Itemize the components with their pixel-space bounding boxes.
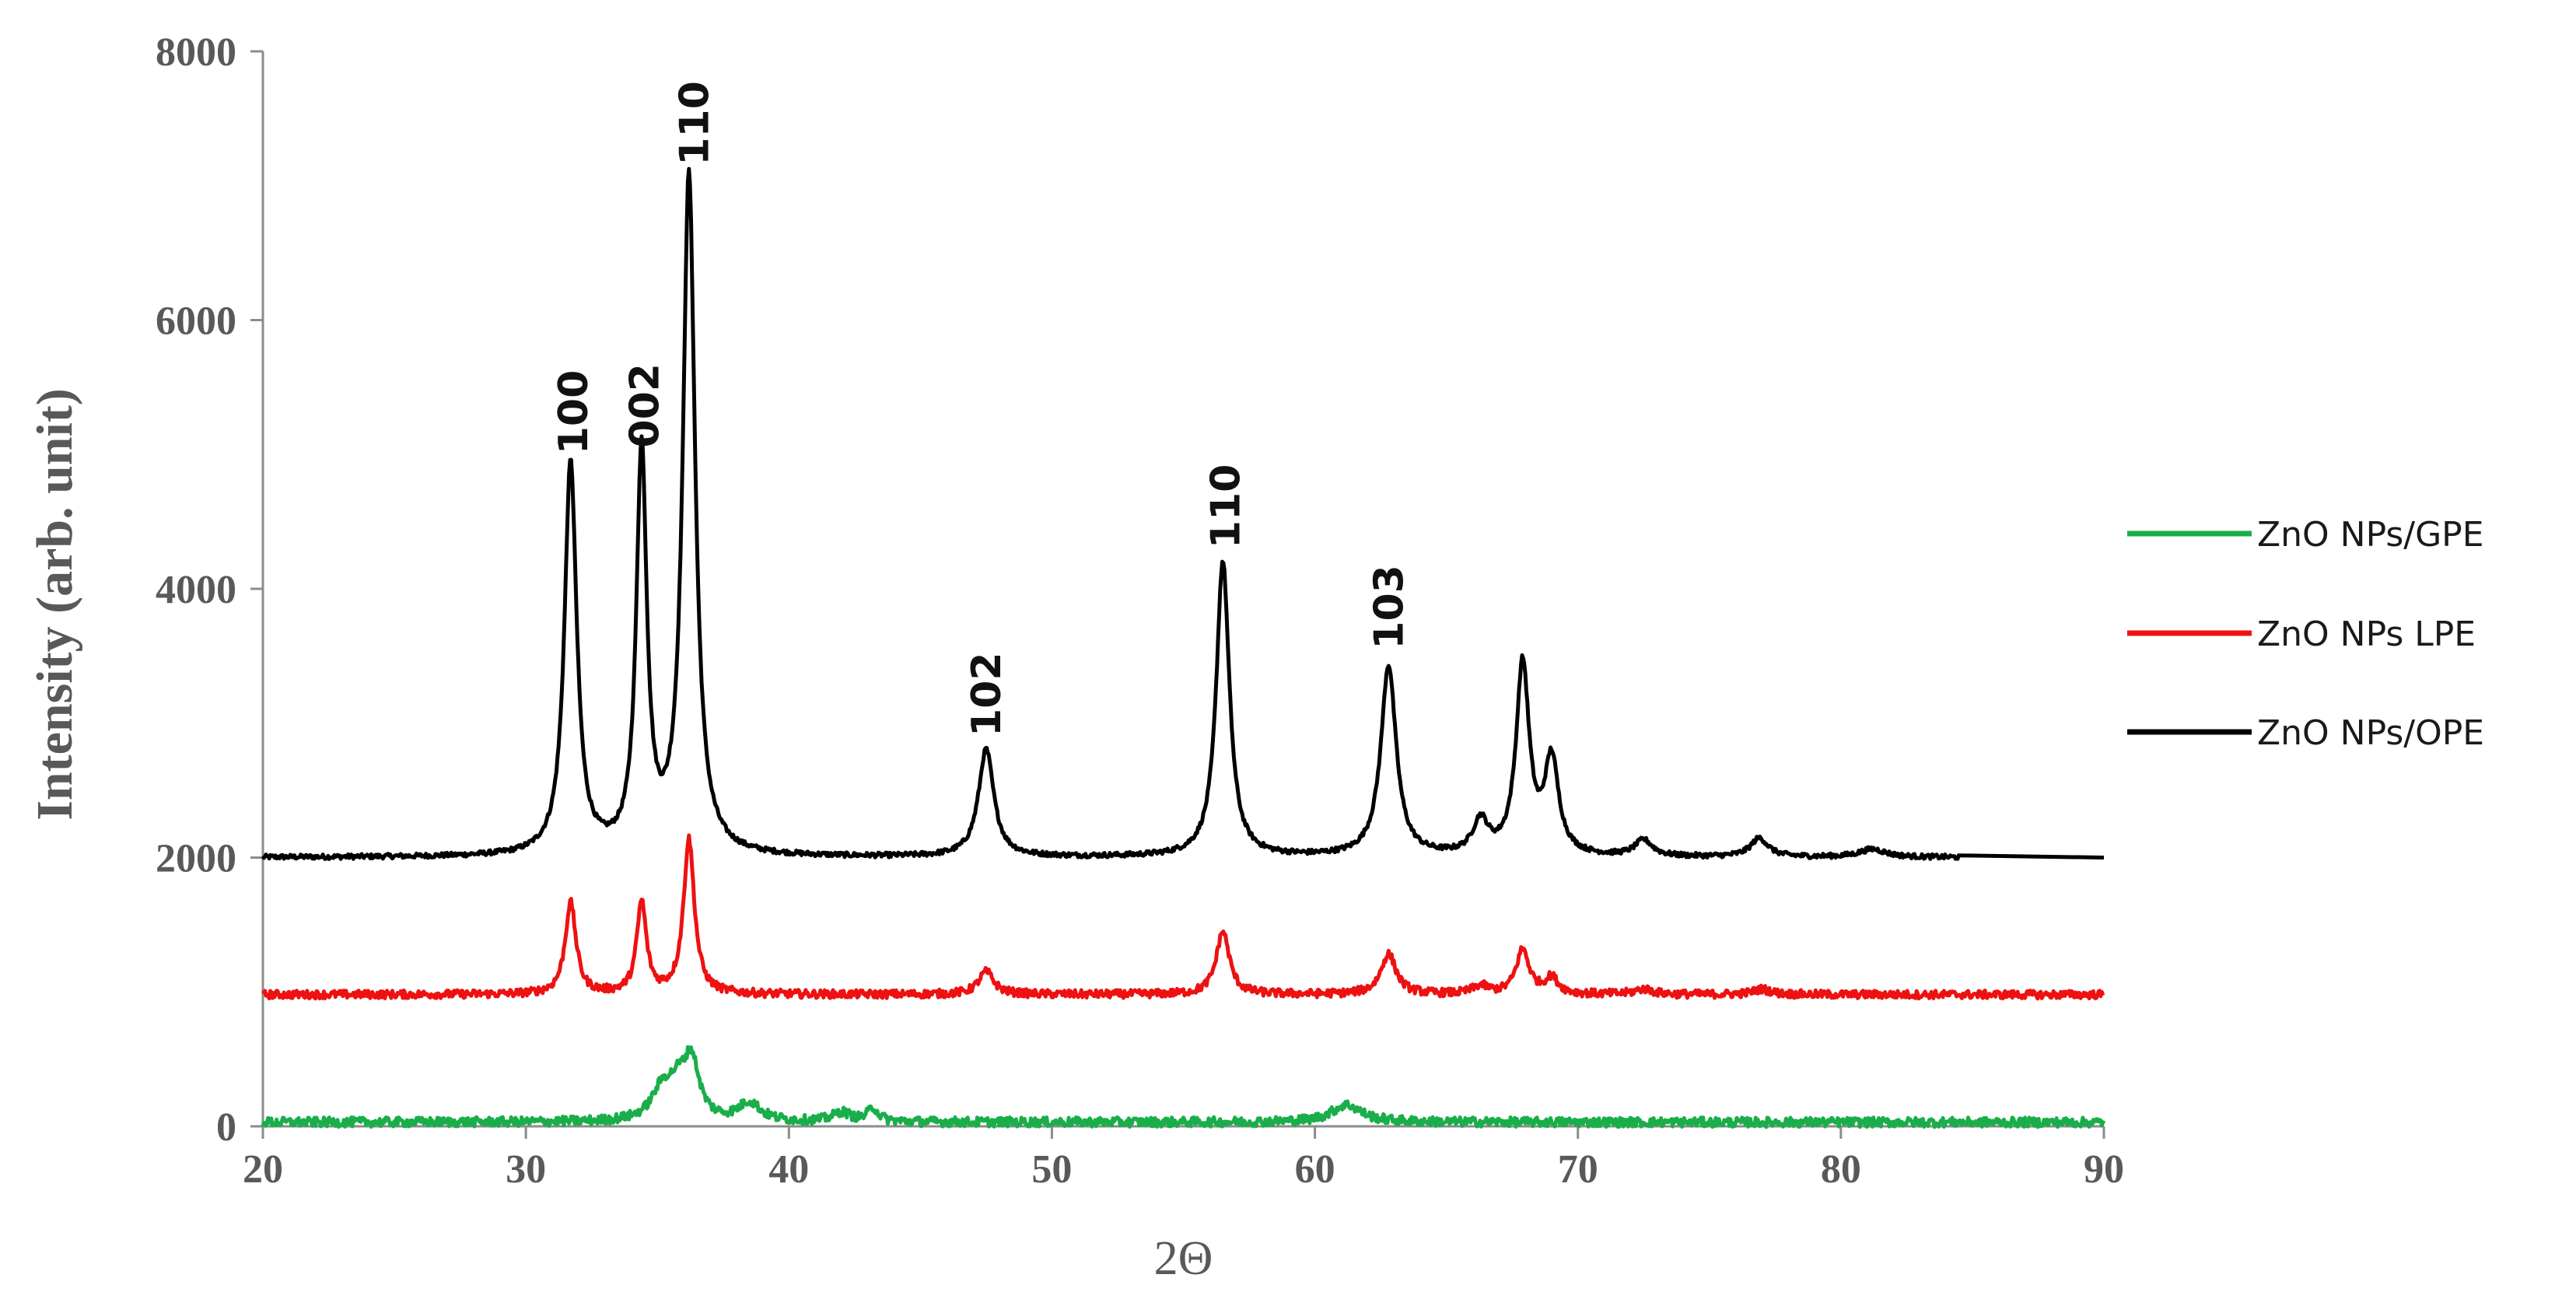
peak-labels: 100 002 110 102 110 103: [551, 81, 1412, 737]
x-tick-label: 40: [768, 1147, 809, 1192]
y-tick-label: 0: [216, 1105, 236, 1150]
y-tick-label: 8000: [156, 30, 236, 75]
series-layer: [261, 166, 2106, 1129]
peak-label: 002: [621, 363, 668, 448]
axes: 0 2000 4000 6000 8000 20 30 40 50 60 70 80 90 Intensi…: [26, 30, 2124, 1285]
peak-label: 110: [672, 81, 719, 166]
legend-label: ZnO NPs/GPE: [2257, 515, 2484, 555]
legend-label: ZnO NPs LPE: [2257, 614, 2476, 654]
peak-label: 103: [1366, 565, 1412, 650]
series-line-2: [261, 166, 2105, 861]
x-tick-label: 30: [506, 1147, 546, 1192]
y-tick-label: 6000: [156, 299, 236, 344]
y-axis-title: Intensity (arb. unit): [26, 388, 83, 821]
peak-label: 110: [1203, 464, 1250, 549]
x-tick-label: 50: [1031, 1147, 1072, 1192]
y-tick-label: 2000: [156, 837, 236, 881]
x-tick-label: 60: [1295, 1147, 1335, 1192]
series-line-1: [261, 833, 2105, 1001]
x-tick-label: 90: [2084, 1147, 2124, 1192]
x-tick-label: 20: [243, 1147, 283, 1192]
x-tick-label: 70: [1558, 1147, 1598, 1192]
x-tick-label: 80: [1821, 1147, 1861, 1192]
legend-label: ZnO NPs/OPE: [2257, 713, 2484, 753]
x-axis-title: 2Θ: [1154, 1232, 1213, 1285]
peak-label: 100: [551, 370, 597, 455]
peak-label: 102: [964, 652, 1010, 737]
series-line-0: [261, 1045, 2106, 1129]
legend: ZnO NPs/GPE ZnO NPs LPE ZnO NPs/OPE: [2127, 515, 2484, 753]
y-tick-label: 4000: [156, 568, 236, 612]
